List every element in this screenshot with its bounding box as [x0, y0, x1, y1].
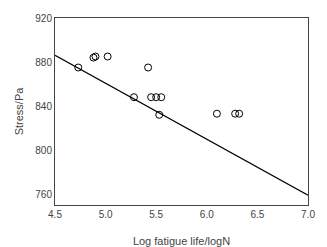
svg-text:5.0: 5.0: [99, 209, 113, 220]
svg-text:6.0: 6.0: [200, 209, 214, 220]
svg-text:840: 840: [35, 101, 52, 112]
svg-text:880: 880: [35, 57, 52, 68]
svg-text:Stress/Pa: Stress/Pa: [13, 87, 25, 136]
svg-text:800: 800: [35, 145, 52, 156]
svg-text:6.5: 6.5: [250, 209, 264, 220]
svg-text:920: 920: [35, 13, 52, 24]
svg-text:4.5: 4.5: [48, 209, 62, 220]
svg-text:5.5: 5.5: [149, 209, 163, 220]
svg-text:760: 760: [35, 189, 52, 200]
svg-text:Log fatigue life/logN: Log fatigue life/logN: [133, 235, 230, 247]
svg-text:7.0: 7.0: [301, 209, 315, 220]
